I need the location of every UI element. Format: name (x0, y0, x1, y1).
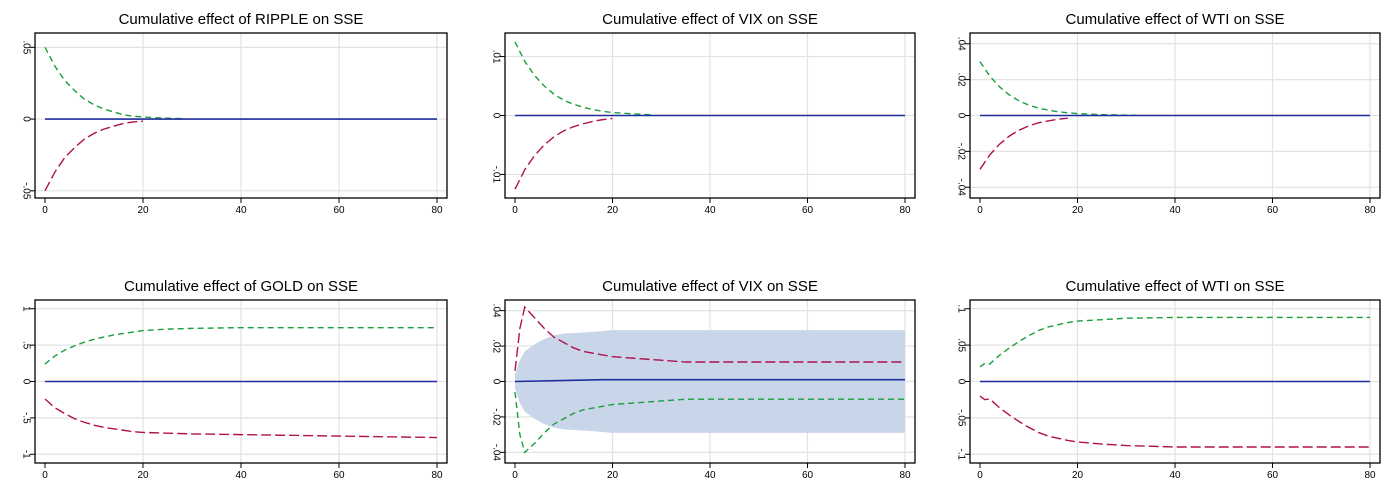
chart2-title: Cumulative effect of WTI on SSE (1066, 11, 1285, 28)
chart5-x-tick-label-0: 0 (977, 470, 983, 481)
chart2-y-tick-label-2: 0 (956, 113, 967, 119)
chart1-title: Cumulative effect of VIX on SSE (602, 11, 818, 28)
chart3-x-tick-label-0: 0 (42, 470, 48, 481)
chart3-y-tick-label-4: 1 (21, 306, 32, 312)
chart4-y-tick-label-1: -.02 (491, 408, 502, 426)
chart5-y-tick-label-0: -.1 (956, 448, 967, 460)
chart2-y-tick-label-1: -.02 (956, 143, 967, 161)
chart1-x-tick-label-2: 40 (704, 205, 716, 216)
chart4-y-tick-label-4: .04 (491, 304, 502, 318)
chart0-series-upper (44, 47, 183, 120)
chart4-series-upper (514, 305, 905, 371)
chart4: Cumulative effect of VIX on SSE 0 20 40 60 80… (491, 278, 916, 481)
chart3-x-tick-label-3: 60 (333, 470, 345, 481)
chart4-x-tick-label-0: 0 (512, 470, 518, 481)
chart0-y-tick-label-1: 0 (21, 116, 32, 122)
chart0-x-tick-label-4: 80 (431, 205, 443, 216)
chart4-x-tick-label-2: 40 (704, 470, 716, 481)
chart0-x-tick-label-0: 0 (42, 205, 48, 216)
chart1-x-tick-label-0: 0 (512, 205, 518, 216)
chart5-y-tick-label-1: -.05 (956, 409, 967, 427)
chart4-y-tick-label-0: -.04 (491, 444, 502, 462)
chart5-series-lower (979, 395, 1370, 448)
chart0: Cumulative effect of RIPPLE on SSE 0 20 40 6… (21, 11, 448, 216)
chart1-series-upper (514, 41, 652, 116)
chart2-series-lower (979, 117, 1068, 170)
chart3-title: Cumulative effect of GOLD on SSE (124, 278, 358, 295)
chart1-x-tick-label-1: 20 (607, 205, 619, 216)
chart0-series-lower (44, 120, 144, 192)
chart4-x-tick-label-3: 60 (802, 470, 814, 481)
chart2-x-tick-label-0: 0 (977, 205, 983, 216)
chart3-y-tick-label-3: .5 (21, 341, 32, 350)
chart3-y-tick-label-0: -1 (21, 450, 32, 459)
chart0-title: Cumulative effect of RIPPLE on SSE (119, 11, 364, 28)
chart5-series-upper (979, 316, 1370, 368)
chart3-y-tick-label-1: -.5 (21, 412, 32, 424)
chart0-x-tick-label-3: 60 (333, 205, 345, 216)
chart0-x-tick-label-2: 40 (235, 205, 247, 216)
chart5-y-tick-label-4: .1 (956, 305, 967, 314)
chart1: Cumulative effect of VIX on SSE 0 20 40 60 80… (491, 11, 916, 216)
chart1-y-tick-label-0: -.01 (491, 166, 502, 184)
chart1-y-tick-label-2: .01 (491, 50, 502, 64)
chart5: Cumulative effect of WTI on SSE 0 20 40 60 80… (956, 278, 1381, 481)
chart2-x-tick-label-4: 80 (1364, 205, 1376, 216)
chart0-y-tick-label-0: -.05 (21, 182, 32, 200)
chart5-x-tick-label-4: 80 (1364, 470, 1376, 481)
chart0-y-tick-label-2: .05 (21, 40, 32, 54)
chart0-x-tick-label-1: 20 (137, 205, 149, 216)
chart5-x-tick-label-3: 60 (1267, 470, 1279, 481)
chart4-x-tick-label-1: 20 (607, 470, 619, 481)
chart2-series-upper (979, 61, 1137, 117)
chart1-x-tick-label-4: 80 (899, 205, 911, 216)
chart5-y-tick-label-2: 0 (956, 379, 967, 385)
chart2-y-tick-label-0: -.04 (956, 179, 967, 197)
chart3-x-tick-label-1: 20 (137, 470, 149, 481)
chart1-x-tick-label-3: 60 (802, 205, 814, 216)
chart4-x-tick-label-4: 80 (899, 470, 911, 481)
chart2-y-tick-label-3: .02 (956, 73, 967, 87)
chart5-x-tick-label-1: 20 (1072, 470, 1084, 481)
chart1-y-tick-label-1: 0 (491, 113, 502, 119)
chart2-x-tick-label-3: 60 (1267, 205, 1279, 216)
chart2-x-tick-label-2: 40 (1169, 205, 1181, 216)
chart5-title: Cumulative effect of WTI on SSE (1066, 278, 1285, 295)
chart5-y-tick-label-3: .05 (956, 338, 967, 352)
chart4-confidence-band (515, 330, 905, 433)
chart2-y-tick-label-4: .04 (956, 37, 967, 51)
chart4-series-estimate (514, 378, 905, 383)
chart5-x-tick-label-2: 40 (1169, 470, 1181, 481)
chart3-y-tick-label-2: 0 (21, 379, 32, 385)
chart2-x-tick-label-1: 20 (1072, 205, 1084, 216)
chart2: Cumulative effect of WTI on SSE 0 20 40 60 80… (956, 11, 1381, 216)
chart1-series-lower (514, 117, 613, 190)
chart4-series-lower (514, 392, 905, 454)
chart4-y-tick-label-2: 0 (491, 379, 502, 385)
chart3-x-tick-label-4: 80 (431, 470, 443, 481)
chart3: Cumulative effect of GOLD on SSE 0 20 40 60 8… (21, 278, 448, 481)
chart3-x-tick-label-2: 40 (235, 470, 247, 481)
chart3-series-lower (44, 398, 438, 439)
chart4-title: Cumulative effect of VIX on SSE (602, 278, 818, 295)
chart4-y-tick-label-3: .02 (491, 339, 502, 353)
chart3-series-upper (44, 326, 437, 365)
